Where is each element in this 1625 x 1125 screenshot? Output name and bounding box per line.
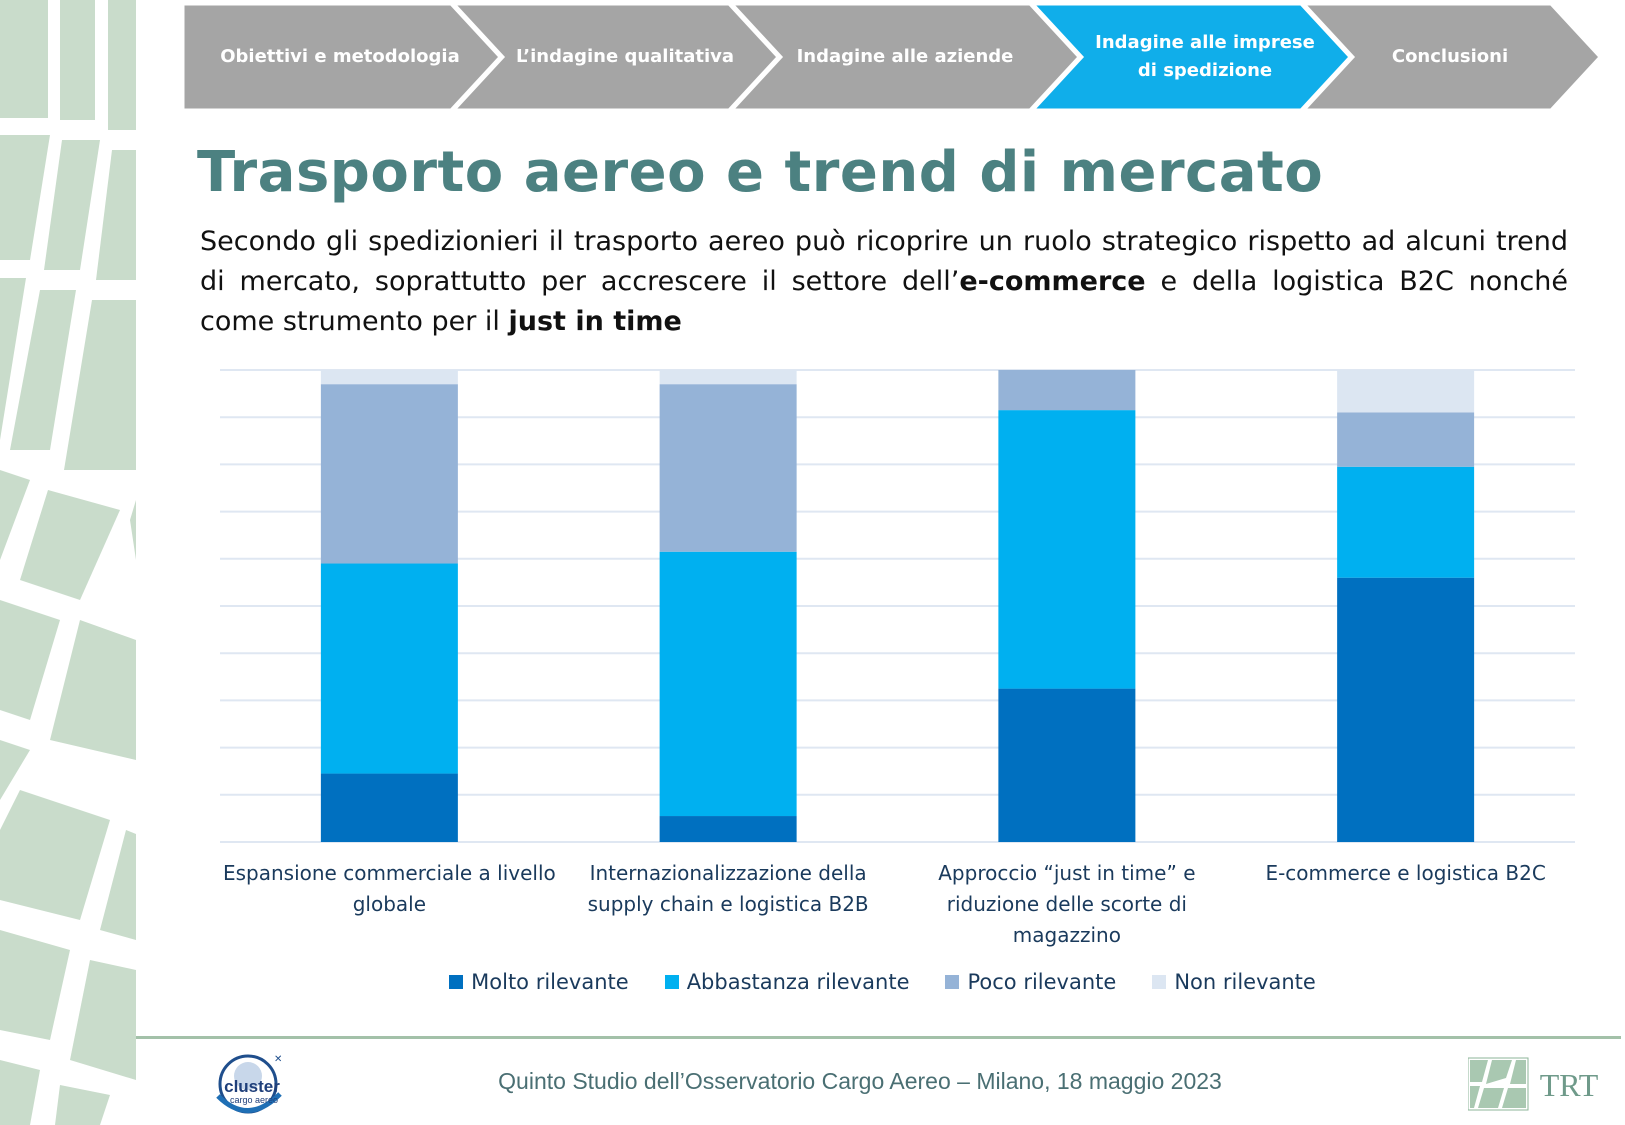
x-tick-label-4: E-commerce e logistica B2C — [1265, 861, 1545, 885]
page-title: Trasporto aereo e trend di mercato — [197, 140, 1324, 205]
trt-logo-text: TRT — [1540, 1067, 1599, 1103]
breadcrumb-step-shape-4 — [1029, 2, 1353, 112]
decorative-map-strip — [0, 0, 136, 1125]
bar-segment-3-abbastanza-rilevante — [998, 410, 1136, 689]
x-tick-label-2: Internazionalizzazione della supply chain… — [588, 861, 869, 916]
trt-logo: TRT — [1468, 1057, 1599, 1111]
cluster-logo-word: cluster — [224, 1077, 280, 1096]
x-tick-label-1: Espansione commerciale a livello globale — [223, 861, 556, 916]
bar-segment-4-non-rilevante — [1337, 370, 1475, 413]
svg-text:✕: ✕ — [274, 1054, 282, 1065]
breadcrumb-step-5[interactable]: Conclusioni — [1391, 46, 1509, 67]
legend-item-poco: Poco rilevante — [945, 970, 1116, 994]
breadcrumb-step-shape-2 — [450, 2, 781, 112]
bar-segment-2-poco-rilevante — [659, 384, 797, 552]
bar-segment-4-molto-rilevante — [1337, 577, 1475, 842]
legend-item-non: Non rilevante — [1152, 970, 1316, 994]
bar-segment-2-molto-rilevante — [659, 816, 797, 842]
breadcrumb-step-shape-1 — [181, 2, 503, 112]
legend-swatch-abbastanza — [664, 975, 679, 989]
bar-segment-3-molto-rilevante — [998, 688, 1136, 842]
legend-label-abbastanza: Abbastanza rilevante — [686, 970, 910, 994]
legend-swatch-non — [1152, 975, 1167, 989]
bar-segment-4-poco-rilevante — [1337, 412, 1475, 467]
breadcrumb-step-4-active[interactable]: Indagine alle imprese di spedizione — [1095, 32, 1315, 81]
legend-label-non: Non rilevante — [1174, 970, 1316, 994]
legend-item-abbastanza: Abbastanza rilevante — [664, 970, 910, 994]
intro-text-1: Secondo gli spedizionieri il trasporto a… — [200, 226, 1568, 297]
bar-segment-3-poco-rilevante — [998, 370, 1136, 411]
x-tick-label-3: Approccio “just in time” e riduzione dell… — [938, 861, 1195, 947]
intro-paragraph: Secondo gli spedizionieri il trasporto a… — [200, 222, 1568, 342]
footer-divider — [136, 1036, 1621, 1039]
stacked-bar-chart: Espansione commerciale a livello globale I… — [220, 369, 1575, 947]
intro-bold-ecommerce: e-commerce — [959, 266, 1146, 297]
cluster-logo-subword: cargo aereo — [230, 1095, 278, 1105]
intro-text-2: e della logistica B2C nonché come strume… — [200, 266, 1568, 337]
breadcrumb-step-2[interactable]: L’indagine qualitativa — [515, 46, 735, 67]
bar-segment-1-molto-rilevante — [320, 773, 458, 842]
bar-segment-4-abbastanza-rilevante — [1337, 466, 1475, 578]
bar-segment-1-abbastanza-rilevante — [320, 563, 458, 774]
footer-text: Quinto Studio dell’Osservatorio Cargo Ae… — [498, 1068, 1222, 1094]
breadcrumb-step-shape-5 — [1300, 2, 1603, 112]
cluster-cargo-aereo-logo: cluster cargo aereo ✕ — [216, 1054, 282, 1114]
legend-label-molto: Molto rilevante — [471, 970, 629, 994]
breadcrumb: Obiettivi e metodologia L’indagine quali… — [0, 0, 1625, 115]
breadcrumb-shapes — [181, 2, 1603, 112]
bar-segment-1-poco-rilevante — [320, 384, 458, 564]
bar-segment-1-non-rilevante — [320, 370, 458, 385]
legend-swatch-molto — [449, 975, 464, 989]
breadcrumb-step-3[interactable]: Indagine alle aziende — [796, 46, 1014, 67]
intro-bold-just-in-time: just in time — [508, 306, 682, 337]
breadcrumb-step-1[interactable]: Obiettivi e metodologia — [220, 46, 460, 67]
bar-segment-2-abbastanza-rilevante — [659, 551, 797, 817]
chart-legend: Molto rilevante Abbastanza rilevante Poc… — [0, 970, 1625, 994]
legend-label-poco: Poco rilevante — [967, 970, 1117, 994]
bar-segment-2-non-rilevante — [659, 370, 797, 385]
legend-item-molto: Molto rilevante — [449, 970, 629, 994]
breadcrumb-step-shape-3 — [728, 2, 1082, 112]
legend-swatch-poco — [945, 975, 960, 989]
